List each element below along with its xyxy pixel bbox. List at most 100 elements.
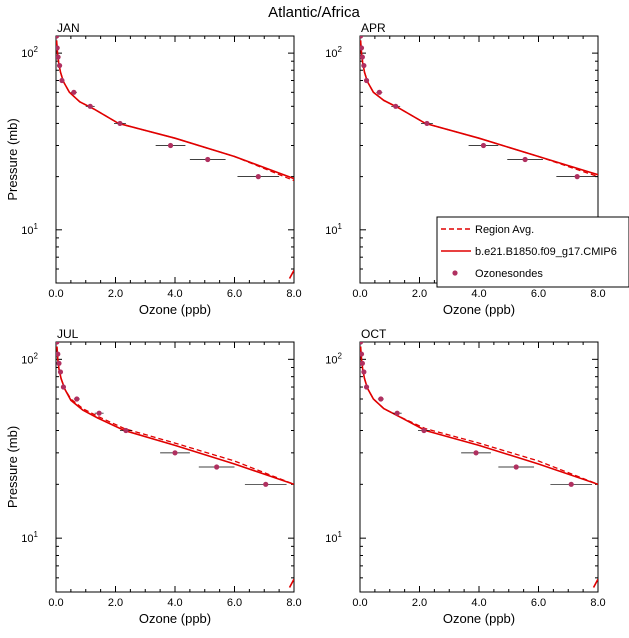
sonde-point	[56, 360, 62, 366]
sonde-point	[360, 54, 365, 60]
model-line-top	[288, 578, 294, 588]
x-tick-label: 4.0	[167, 288, 182, 300]
sonde-point	[360, 45, 365, 51]
sonde-point	[480, 142, 487, 149]
panel-title: APR	[361, 21, 386, 35]
x-tick-label: 6.0	[531, 288, 546, 300]
sonde-point	[96, 410, 102, 416]
sonde-point	[393, 103, 399, 109]
model-line	[56, 40, 294, 180]
region-avg-line	[360, 346, 598, 485]
sonde-point	[59, 77, 65, 84]
sonde-point	[361, 369, 367, 375]
sonde-point	[421, 427, 427, 434]
sonde-point	[255, 174, 261, 180]
data-layer	[56, 342, 294, 588]
x-tick-label: 8.0	[286, 288, 301, 300]
x-tick-label: 0.0	[352, 597, 367, 609]
y-axis-label: Pressure (mb)	[5, 118, 20, 200]
x-axis-label: Ozone (ppb)	[443, 611, 515, 626]
sonde-point	[57, 369, 64, 375]
x-tick-label: 2.0	[412, 288, 427, 300]
sonde-point	[473, 450, 479, 456]
y-tick-label: 102	[21, 351, 38, 366]
x-tick-label: 6.0	[531, 597, 546, 609]
sonde-point	[378, 396, 384, 402]
legend: Region Avg. b.e21.B1850.f09_g17.CMIP6 Ozon…	[436, 216, 629, 288]
sonde-point	[360, 342, 364, 345]
sonde-point	[56, 45, 60, 51]
sonde-point	[376, 89, 382, 95]
legend-label: Region Avg.	[475, 224, 534, 236]
region-avg-line	[56, 346, 294, 485]
sonde-point	[363, 77, 370, 84]
sonde-point	[87, 103, 93, 109]
model-line-top	[288, 269, 294, 279]
x-tick-label: 6.0	[227, 288, 242, 300]
x-axis-label: Ozone (ppb)	[139, 302, 211, 317]
sonde-point	[363, 384, 370, 390]
sonde-point	[522, 156, 528, 163]
x-tick-label: 2.0	[412, 597, 427, 609]
x-tick-label: 0.0	[48, 288, 63, 300]
x-tick-label: 8.0	[590, 597, 605, 609]
sonde-point	[60, 384, 67, 390]
sonde-point	[123, 427, 129, 434]
legend-marker	[452, 270, 458, 276]
panels: 0.0 2.0 4.0 6.0 8.0 101 102 JAN Ozone (ppb) Press…	[5, 21, 606, 626]
data-layer	[360, 342, 598, 588]
y-tick-label: 101	[21, 530, 38, 545]
sonde-point	[56, 351, 61, 357]
sonde-point	[361, 62, 367, 69]
y-axis-label: Pressure (mb)	[5, 426, 20, 508]
sonde-point	[263, 481, 269, 487]
figure-title: Atlantic/Africa	[268, 4, 360, 21]
sonde-point	[424, 120, 430, 127]
y-tick-label: 102	[21, 45, 38, 60]
sonde-point	[568, 481, 574, 487]
legend-label: Ozonesondes	[475, 268, 543, 280]
model-line	[360, 40, 598, 176]
panel-title: JUL	[57, 327, 79, 341]
sonde-point	[56, 54, 61, 60]
panel-oct: 0.0 2.0 4.0 6.0 8.0 101 102 OCT Ozone (ppb)	[325, 327, 605, 626]
sonde-point	[71, 89, 77, 95]
sonde-point	[360, 36, 364, 39]
y-tick-label: 101	[325, 222, 342, 237]
x-axis-label: Ozone (ppb)	[443, 302, 515, 317]
region-avg-line	[56, 40, 294, 182]
sonde-point	[205, 156, 211, 163]
x-tick-label: 0.0	[48, 597, 63, 609]
sonde-point	[360, 360, 365, 366]
model-line-top	[592, 578, 598, 588]
sonde-point	[172, 450, 178, 456]
panel-title: JAN	[57, 21, 80, 35]
sonde-point	[394, 410, 400, 416]
panel-jul: 0.0 2.0 4.0 6.0 8.0 101 102 JUL Ozone (ppb) Press…	[5, 327, 302, 626]
sonde-point	[56, 62, 63, 69]
sonde-point	[214, 464, 220, 470]
x-tick-label: 8.0	[286, 597, 301, 609]
sonde-point	[56, 342, 60, 345]
x-tick-label: 0.0	[352, 288, 367, 300]
sonde-point	[74, 396, 80, 402]
x-tick-label: 2.0	[108, 288, 123, 300]
y-tick-label: 101	[325, 530, 342, 545]
sonde-point	[117, 120, 123, 127]
y-tick-label: 102	[325, 45, 342, 60]
sonde-point	[167, 142, 174, 149]
sonde-point	[360, 351, 365, 357]
model-line	[56, 346, 294, 486]
y-tick-label: 101	[21, 222, 38, 237]
x-tick-label: 4.0	[471, 597, 486, 609]
panel-jan: 0.0 2.0 4.0 6.0 8.0 101 102 JAN Ozone (ppb) Press…	[5, 21, 302, 317]
data-layer	[56, 36, 294, 279]
plot-frame	[55, 35, 295, 284]
x-tick-label: 2.0	[108, 597, 123, 609]
x-tick-label: 8.0	[590, 288, 605, 300]
model-line	[360, 346, 598, 486]
legend-label: b.e21.B1850.f09_g17.CMIP6	[475, 246, 617, 258]
sonde-point	[574, 174, 580, 180]
sonde-point	[56, 36, 60, 39]
